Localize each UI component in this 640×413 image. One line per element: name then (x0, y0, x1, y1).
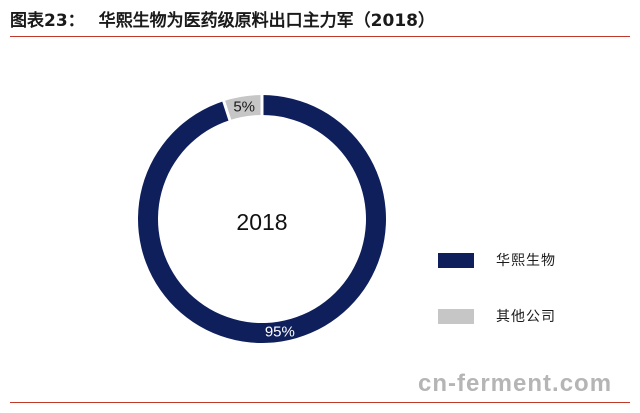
slice-label-huaxi: 95% (265, 324, 295, 341)
bottom-rule (10, 402, 630, 403)
slice-others (223, 95, 262, 121)
legend-swatch-others (438, 308, 474, 324)
legend: 华熙生物 其他公司 (438, 248, 556, 360)
slice-separators (221, 94, 264, 122)
watermark: cn-ferment.com (418, 370, 613, 397)
figure-label: 图表23： (10, 11, 85, 31)
figure-title: 图表23： 华熙生物为医药级原料出口主力军（2018） (10, 6, 630, 31)
donut-slices (138, 95, 387, 343)
legend-item-others: 其他公司 (438, 304, 556, 328)
top-rule (10, 36, 630, 37)
center-label: 2018 (236, 209, 287, 235)
slice-labels: 95% 5% (233, 98, 295, 340)
legend-swatch-huaxi (438, 252, 474, 268)
slice-label-others: 5% (233, 98, 255, 115)
slice-separator (221, 99, 232, 122)
figure-title-text: 华熙生物为医药级原料出口主力军（2018） (98, 11, 435, 31)
legend-label-others: 其他公司 (496, 309, 556, 325)
legend-label-huaxi: 华熙生物 (496, 253, 556, 269)
legend-item-huaxi: 华熙生物 (438, 248, 556, 272)
